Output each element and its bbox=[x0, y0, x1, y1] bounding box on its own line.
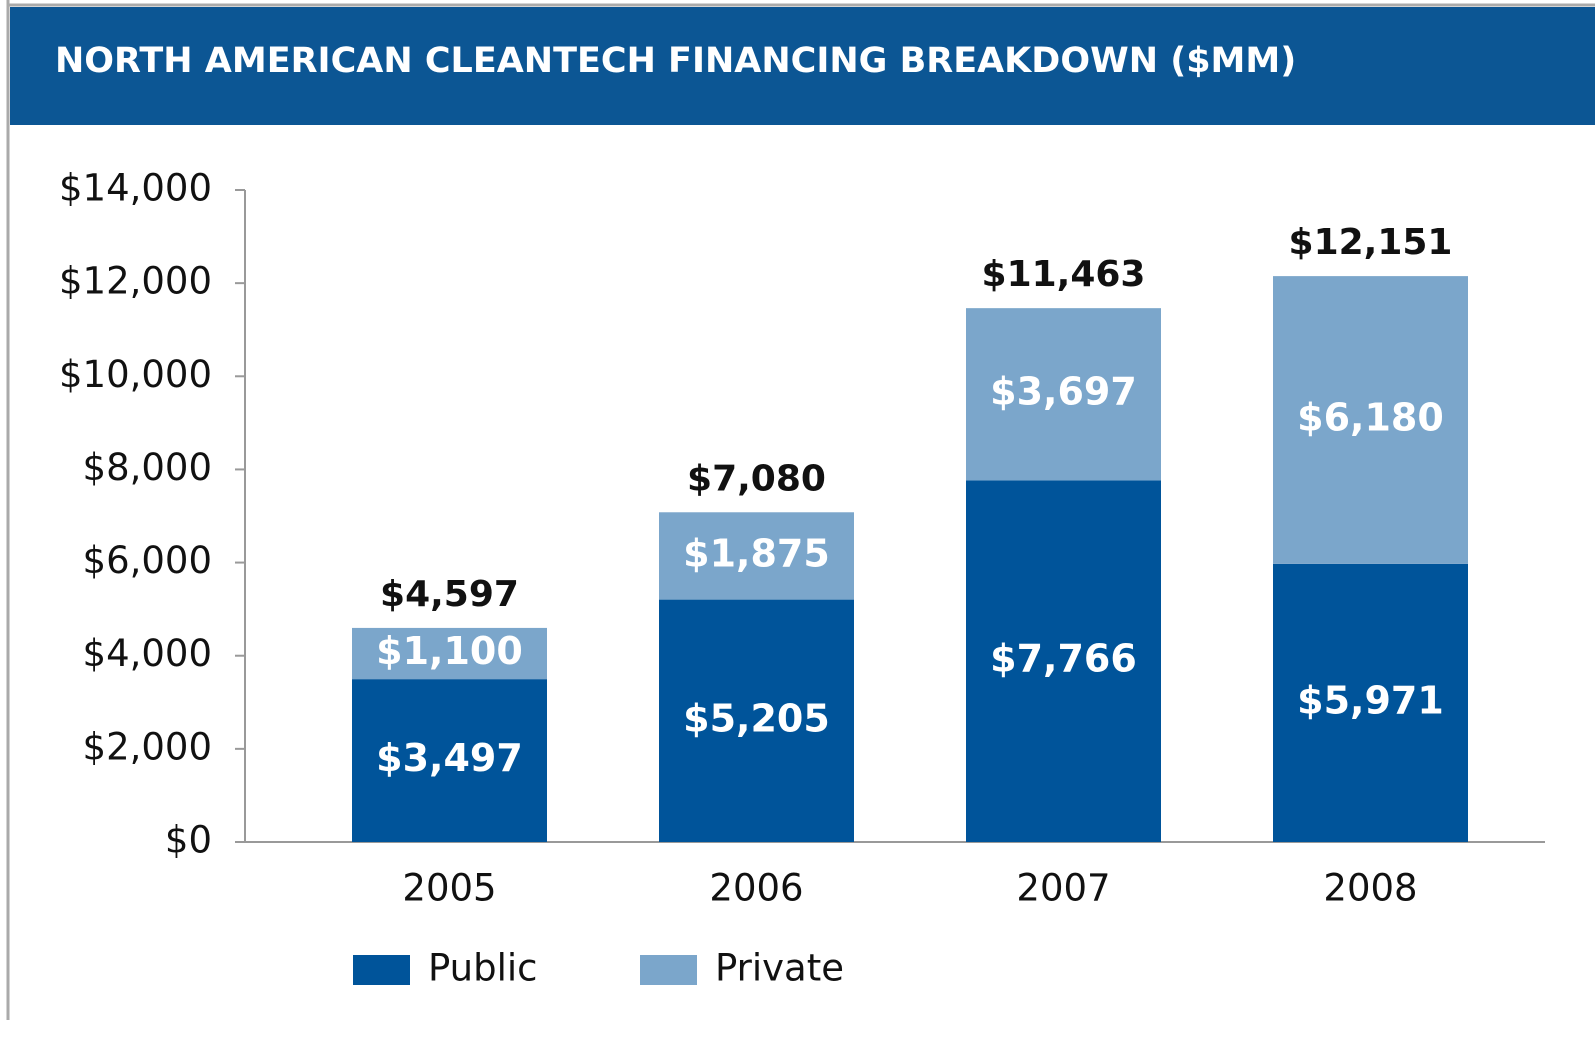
y-tick-label: $8,000 bbox=[83, 446, 212, 489]
bar-segment bbox=[1273, 563, 1468, 842]
total-label: $7,080 bbox=[687, 458, 826, 499]
y-tick-label: $12,000 bbox=[59, 260, 212, 303]
bar-segment bbox=[352, 679, 547, 842]
x-tick-label: 2006 bbox=[709, 867, 803, 910]
x-tick-label: 2008 bbox=[1323, 867, 1417, 910]
legend-swatch bbox=[353, 955, 410, 985]
value-label: $1,875 bbox=[683, 531, 830, 575]
y-tick-label: $4,000 bbox=[83, 632, 212, 675]
total-label: $11,463 bbox=[982, 254, 1146, 295]
y-tick-label: $10,000 bbox=[59, 353, 212, 396]
value-label: $1,100 bbox=[376, 629, 523, 673]
value-label: $3,697 bbox=[990, 370, 1137, 414]
bar-segment bbox=[659, 512, 854, 600]
legend-label: Private bbox=[715, 947, 844, 990]
x-tick-label: 2005 bbox=[402, 867, 496, 910]
bar-segment bbox=[1273, 276, 1468, 564]
value-label: $3,497 bbox=[376, 736, 523, 780]
value-label: $6,180 bbox=[1297, 396, 1444, 440]
title-bar bbox=[10, 7, 1595, 125]
bar-segment bbox=[966, 480, 1161, 842]
bar-segment bbox=[659, 599, 854, 842]
legend-label: Public bbox=[428, 947, 538, 990]
total-label: $12,151 bbox=[1289, 222, 1453, 263]
y-tick-label: $0 bbox=[165, 819, 212, 862]
value-label: $5,971 bbox=[1297, 678, 1444, 722]
x-tick-label: 2007 bbox=[1016, 867, 1110, 910]
chart-title: NORTH AMERICAN CLEANTECH FINANCING BREAK… bbox=[55, 41, 1296, 81]
legend-swatch bbox=[640, 955, 697, 985]
bar-segment bbox=[352, 627, 547, 680]
y-tick-label: $14,000 bbox=[59, 167, 212, 210]
value-label: $7,766 bbox=[990, 637, 1137, 681]
total-label: $4,597 bbox=[380, 574, 519, 615]
value-label: $5,205 bbox=[683, 696, 830, 740]
bar-segment bbox=[966, 308, 1161, 481]
y-tick-label: $2,000 bbox=[83, 725, 212, 768]
y-tick-label: $6,000 bbox=[83, 539, 212, 582]
